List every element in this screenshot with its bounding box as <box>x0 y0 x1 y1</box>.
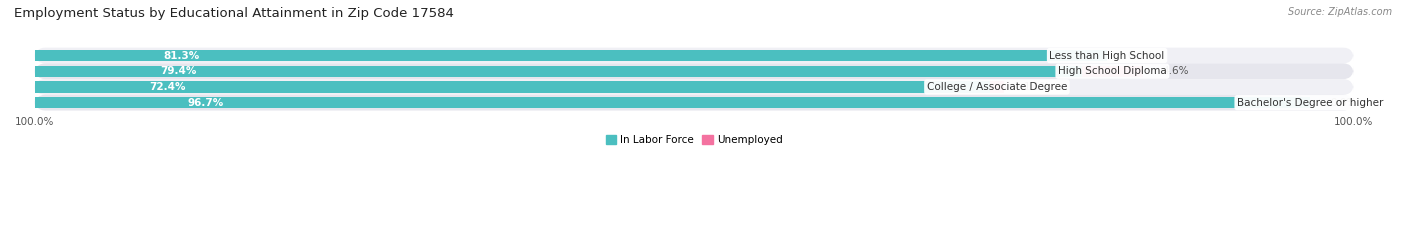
Bar <box>35 97 1310 108</box>
Text: 1.1%: 1.1% <box>1024 82 1050 92</box>
Text: 81.3%: 81.3% <box>163 51 200 61</box>
FancyBboxPatch shape <box>35 63 1354 79</box>
Legend: In Labor Force, Unemployed: In Labor Force, Unemployed <box>606 135 783 145</box>
Text: 4.6%: 4.6% <box>1163 66 1189 76</box>
FancyBboxPatch shape <box>35 95 1354 110</box>
Bar <box>1083 65 1143 77</box>
Text: 96.7%: 96.7% <box>188 98 224 108</box>
Text: 0.0%: 0.0% <box>1126 51 1153 61</box>
Bar <box>35 50 1107 61</box>
FancyBboxPatch shape <box>35 48 1354 63</box>
Bar <box>35 65 1083 77</box>
Bar <box>990 81 1004 93</box>
Text: College / Associate Degree: College / Associate Degree <box>927 82 1067 92</box>
Text: Less than High School: Less than High School <box>1049 51 1164 61</box>
Bar <box>35 81 990 93</box>
Text: 79.4%: 79.4% <box>160 66 197 76</box>
Text: 72.4%: 72.4% <box>149 82 186 92</box>
Text: Bachelor's Degree or higher: Bachelor's Degree or higher <box>1237 98 1384 108</box>
Text: Source: ZipAtlas.com: Source: ZipAtlas.com <box>1288 7 1392 17</box>
Text: Employment Status by Educational Attainment in Zip Code 17584: Employment Status by Educational Attainm… <box>14 7 454 20</box>
Text: 0.0%: 0.0% <box>1330 98 1357 108</box>
Text: High School Diploma: High School Diploma <box>1057 66 1167 76</box>
FancyBboxPatch shape <box>35 79 1354 95</box>
